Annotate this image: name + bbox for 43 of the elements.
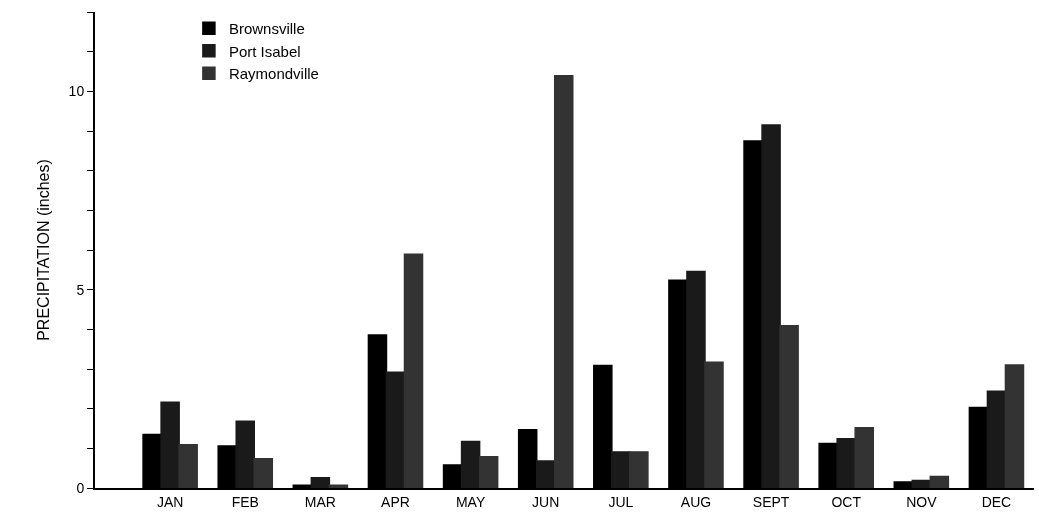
bar <box>854 426 874 488</box>
bar <box>253 457 274 488</box>
x-tick-label: FEB <box>231 493 259 510</box>
y-tick-label: 5 <box>76 281 85 298</box>
x-tick-label: JAN <box>156 493 184 510</box>
bar <box>611 451 631 488</box>
y-axis-title: PRECIPITATION (inches) <box>35 159 53 341</box>
bar <box>178 444 198 488</box>
bar <box>328 484 349 488</box>
bar <box>686 270 706 488</box>
x-tick-label: JUN <box>532 493 560 510</box>
bar <box>1004 364 1025 488</box>
x-tick-label: NOV <box>906 493 938 510</box>
x-tick-label: APR <box>381 493 410 510</box>
bar <box>310 476 331 488</box>
bar <box>403 253 424 488</box>
bar <box>535 460 556 488</box>
x-tick-label: MAR <box>304 493 336 510</box>
bar <box>235 420 255 488</box>
bar <box>836 438 856 488</box>
legend-label: Brownsville <box>228 20 305 38</box>
bar <box>986 390 1007 488</box>
x-tick-label: AUG <box>680 493 712 510</box>
bar <box>761 124 781 488</box>
bar <box>929 475 950 488</box>
bar <box>704 361 724 488</box>
legend-label: Port Isabel <box>228 42 301 60</box>
bar <box>160 401 180 488</box>
y-tick-label: 0 <box>76 479 85 496</box>
x-tick-label: DEC <box>981 493 1012 510</box>
bar <box>629 451 649 488</box>
bar <box>779 325 799 488</box>
bar <box>911 479 932 488</box>
legend-label: Raymondville <box>228 65 319 83</box>
x-tick-label: SEPT <box>752 493 790 510</box>
x-tick-label: MAY <box>455 493 486 510</box>
y-tick-label: 10 <box>68 83 85 100</box>
bar <box>478 455 499 488</box>
bar <box>553 75 574 488</box>
bar <box>460 440 481 488</box>
x-tick-label: JUL <box>608 493 634 510</box>
bar <box>385 371 406 488</box>
x-tick-label: OCT <box>831 493 862 510</box>
